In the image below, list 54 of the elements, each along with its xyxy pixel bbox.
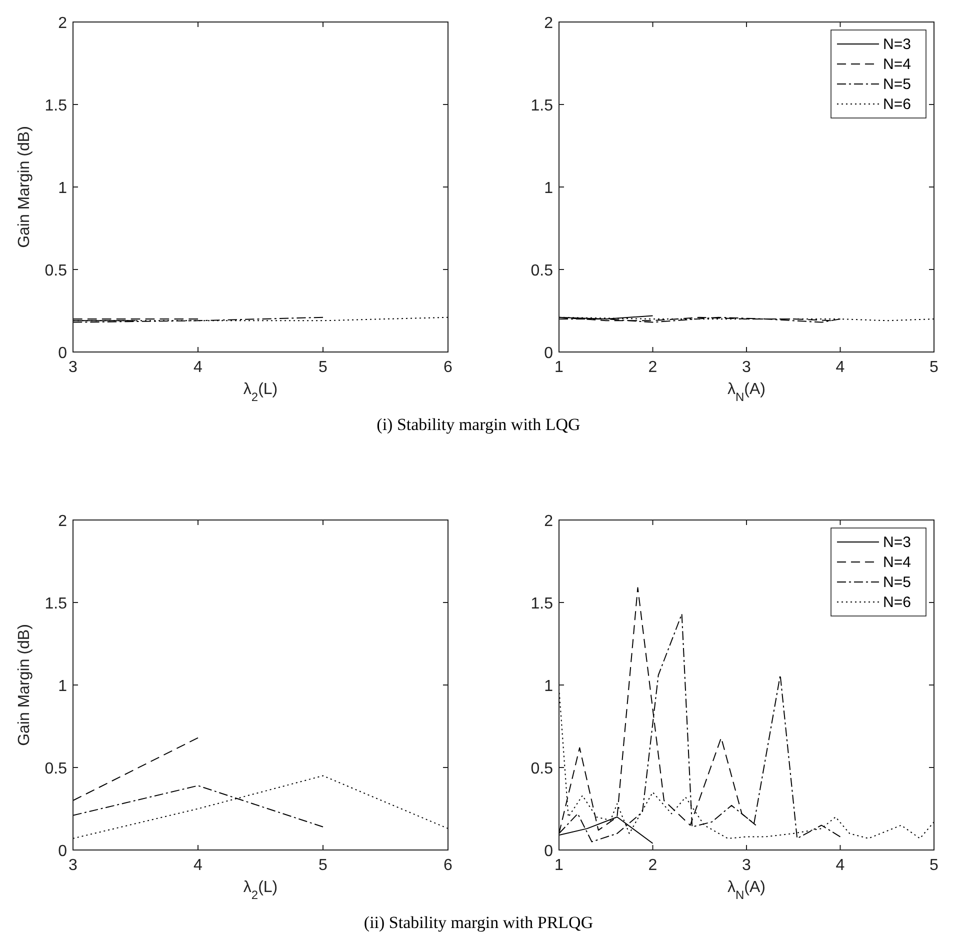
- x-tick-label: 4: [836, 857, 845, 874]
- x-axis-title: λ$_{N}$(A): [728, 879, 766, 902]
- x-tick-label: 2: [648, 359, 658, 376]
- x-tick-label: 6: [444, 857, 453, 874]
- y-tick-label: 2: [544, 513, 554, 530]
- y-tick-label: 0.5: [44, 760, 68, 778]
- legend-label: N=5: [883, 574, 911, 591]
- legend-label: N=4: [883, 56, 911, 73]
- x-tick-label: 4: [194, 359, 203, 376]
- y-tick-label: 1: [544, 180, 554, 197]
- y-tick-label: 1.5: [44, 596, 68, 612]
- legend-label: N=4: [883, 554, 911, 571]
- y-tick-label: 1.5: [530, 98, 554, 114]
- x-axis-title: λ$_{2}$(L): [243, 381, 278, 404]
- legend-label: N=6: [883, 594, 911, 611]
- y-tick-label: 2: [58, 15, 68, 32]
- legend-label: N=3: [883, 534, 911, 551]
- y-tick-label: 0.5: [44, 262, 68, 280]
- y-tick-label: 0.5: [530, 262, 554, 280]
- y-tick-label: 0.5: [530, 760, 554, 778]
- x-tick-label: 3: [742, 857, 752, 874]
- text: (ii) Stability margin with PRLQG: [364, 913, 594, 932]
- y-axis-title: Gain Margin (dB): [16, 624, 33, 746]
- y-axis-title: Gain Margin (dB): [16, 126, 33, 248]
- y-tick-label: 0: [58, 843, 68, 860]
- y-tick-label: 1: [544, 678, 554, 695]
- legend-label: N=5: [883, 76, 911, 93]
- x-tick-label: 1: [554, 359, 564, 376]
- y-tick-label: 0: [58, 345, 68, 362]
- x-tick-label: 5: [930, 359, 939, 376]
- x-tick-label: 5: [318, 857, 328, 874]
- y-tick-label: 1.5: [530, 596, 554, 612]
- y-tick-label: 2: [58, 513, 68, 530]
- y-tick-label: 2: [544, 15, 554, 32]
- y-tick-label: 1: [58, 180, 68, 197]
- legend-label: N=6: [883, 96, 911, 113]
- x-tick-label: 6: [444, 359, 453, 376]
- y-tick-label: 0: [544, 345, 554, 362]
- x-tick-label: 4: [194, 857, 203, 874]
- x-tick-label: 3: [742, 359, 752, 376]
- x-tick-label: 3: [68, 857, 78, 874]
- text: (i) Stability margin with LQG: [376, 415, 580, 434]
- x-tick-label: 4: [836, 359, 845, 376]
- x-axis-title: λ$_{N}$(A): [728, 381, 766, 404]
- y-tick-label: 1.5: [44, 98, 68, 114]
- x-axis-title: λ$_{2}$(L): [243, 879, 278, 902]
- x-tick-label: 1: [554, 857, 564, 874]
- x-tick-label: 2: [648, 857, 658, 874]
- y-tick-label: 1: [58, 678, 68, 695]
- x-tick-label: 5: [930, 857, 939, 874]
- x-tick-label: 3: [68, 359, 78, 376]
- y-tick-label: 0: [544, 843, 554, 860]
- legend-label: N=3: [883, 36, 911, 53]
- x-tick-label: 5: [318, 359, 328, 376]
